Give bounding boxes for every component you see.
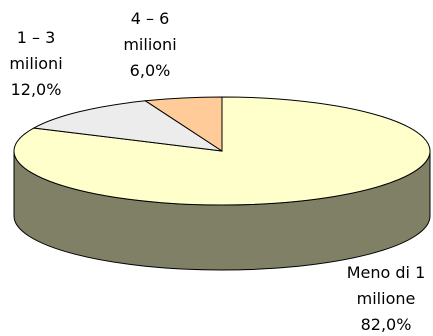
slice-0-category-line-2: milione: [357, 289, 416, 308]
slice-2-category-line-2: milioni: [123, 35, 176, 54]
pie-top: [13, 96, 431, 206]
slice-0-value-label: 82,0%: [361, 315, 412, 334]
slice-2-category-line-1: 4 – 6: [131, 9, 170, 28]
slice-2: [143, 96, 223, 152]
slice-1-value-label: 12,0%: [11, 80, 62, 99]
slice-1-category-line-1: 1 – 3: [17, 28, 56, 47]
slice-1-category-line-2: milioni: [9, 54, 62, 73]
slice-2-value-label: 6,0%: [130, 61, 171, 80]
slice-1: [32, 100, 223, 152]
slice-0-category-line-1: Meno di 1: [347, 263, 426, 282]
